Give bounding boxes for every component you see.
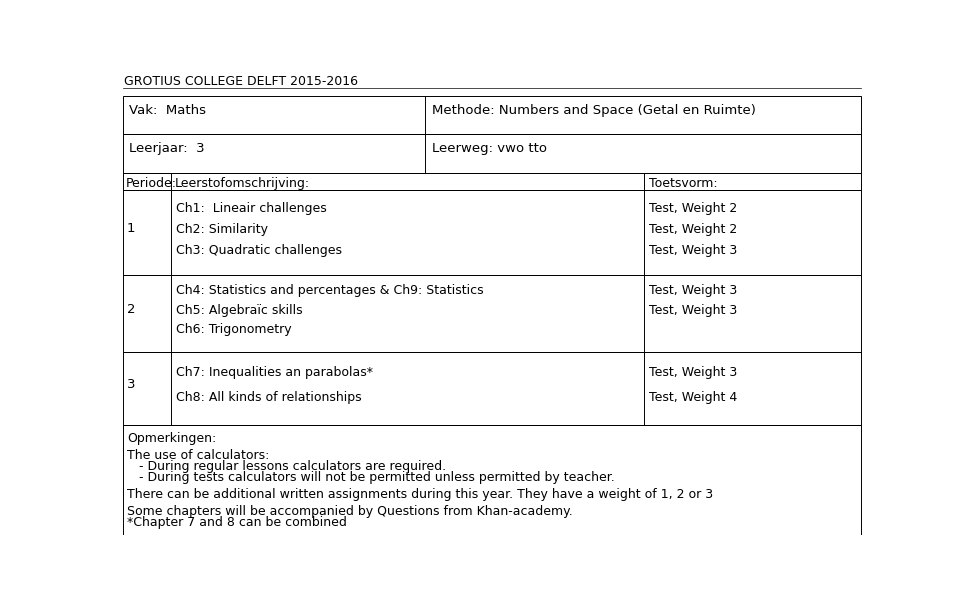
Text: Some chapters will be accompanied by Questions from Khan-academy.: Some chapters will be accompanied by Que… [127,505,573,518]
Text: Leerstofomschrijving:: Leerstofomschrijving: [175,177,310,190]
Text: 3: 3 [127,378,135,391]
Text: Test, Weight 4: Test, Weight 4 [649,391,737,404]
Text: Test, Weight 3: Test, Weight 3 [649,244,737,257]
Text: Ch3: Quadratic challenges: Ch3: Quadratic challenges [176,244,342,257]
Text: Toetsvorm:: Toetsvorm: [649,177,717,190]
Text: Test, Weight 2: Test, Weight 2 [649,201,737,215]
Text: Test, Weight 2: Test, Weight 2 [649,223,737,236]
Text: Ch7: Inequalities an parabolas*: Ch7: Inequalities an parabolas* [176,367,372,379]
Text: 2: 2 [127,303,135,316]
Text: The use of calculators:: The use of calculators: [127,450,270,462]
Bar [123,135,861,173]
Bar [123,425,861,548]
Bar [123,352,861,425]
Text: Leerjaar:  3: Leerjaar: 3 [130,142,204,155]
Text: There can be additional written assignments during this year. They have a weight: There can be additional written assignme… [127,488,713,501]
Bar [123,173,861,190]
Text: Ch8: All kinds of relationships: Ch8: All kinds of relationships [176,391,361,404]
Text: Test, Weight 3: Test, Weight 3 [649,284,737,297]
Text: Test, Weight 3: Test, Weight 3 [649,304,737,317]
Text: Ch6: Trigonometry: Ch6: Trigonometry [176,323,292,336]
Text: Methode: Numbers and Space (Getal en Ruimte): Methode: Numbers and Space (Getal en Rui… [432,104,756,117]
Bar [123,96,861,135]
Text: Opmerkingen:: Opmerkingen: [127,433,216,445]
Text: 1: 1 [127,222,135,235]
Text: - During tests calculators will not be permitted unless permitted by teacher.: - During tests calculators will not be p… [138,471,614,484]
Text: Ch4: Statistics and percentages & Ch9: Statistics: Ch4: Statistics and percentages & Ch9: S… [176,284,484,297]
Bar [123,190,861,275]
Text: Test, Weight 3: Test, Weight 3 [649,367,737,379]
Text: Leerweg: vwo tto: Leerweg: vwo tto [432,142,546,155]
Text: Ch5: Algebraïc skills: Ch5: Algebraïc skills [176,304,302,317]
Text: GROTIUS COLLEGE DELFT 2015-2016: GROTIUS COLLEGE DELFT 2015-2016 [124,75,358,88]
Text: Ch2: Similarity: Ch2: Similarity [176,223,268,236]
Text: Vak:  Maths: Vak: Maths [130,104,206,117]
Text: - During regular lessons calculators are required.: - During regular lessons calculators are… [138,460,445,473]
Text: *Chapter 7 and 8 can be combined: *Chapter 7 and 8 can be combined [127,516,347,529]
Bar [123,275,861,352]
Text: Periode:: Periode: [126,177,178,190]
Text: Ch1:  Lineair challenges: Ch1: Lineair challenges [176,201,326,215]
